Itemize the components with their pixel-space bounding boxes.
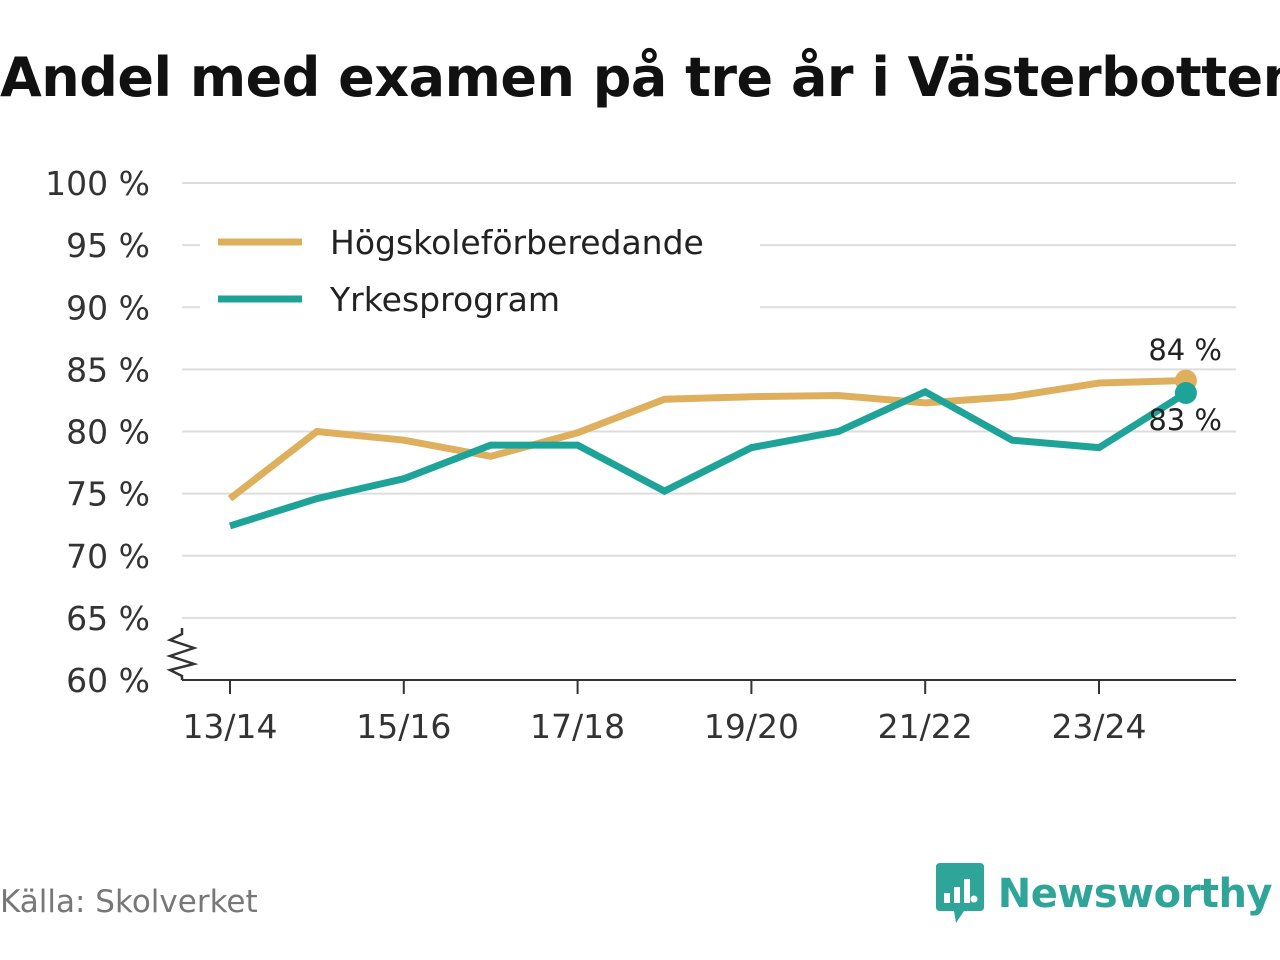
series-lines: [227, 369, 1197, 530]
y-tick-label-100: 100 %: [45, 164, 150, 203]
series-line-yrkesprogram: [228, 387, 1188, 530]
x-tick-label-13/14: 13/14: [182, 707, 277, 746]
x-axis-tick-labels: 13/14 15/16 17/18 19/20 21/22 23/24: [182, 707, 1146, 746]
y-tick-label-90: 90 %: [66, 288, 150, 327]
brand-name: Newsworthy: [997, 871, 1273, 917]
end-label-hogskoleforberedande: 84 %: [1148, 333, 1222, 367]
y-tick-label-65: 65 %: [66, 599, 150, 638]
x-tick-label-17/18: 17/18: [530, 707, 625, 746]
y-tick-label-75: 75 %: [66, 475, 150, 514]
y-tick-label-80: 80 %: [66, 413, 150, 452]
y-axis-tick-labels: 100 % 95 % 90 % 85 % 80 % 75 % 70 % 65 % 60 %: [45, 164, 150, 700]
x-tick-label-23/24: 23/24: [1051, 707, 1146, 746]
y-tick-label-70: 70 %: [66, 537, 150, 576]
legend: Högskoleförberedande Yrkesprogram: [200, 212, 760, 326]
chart-title: Andel med examen på tre år i Västerbotte…: [0, 46, 1280, 109]
end-labels: 84 % 83 %: [1148, 333, 1222, 437]
y-tick-label-60: 60 %: [66, 661, 150, 700]
legend-label-yrkesprogram: Yrkesprogram: [329, 280, 560, 319]
y-tick-label-85: 85 %: [66, 350, 150, 389]
x-tick-label-21/22: 21/22: [878, 707, 973, 746]
brand-logo: Newsworthy: [934, 862, 1273, 926]
y-tick-label-95: 95 %: [66, 226, 150, 265]
x-tick-label-15/16: 15/16: [356, 707, 451, 746]
newsworthy-logo-icon: [935, 863, 984, 923]
end-marker-yrkesprogram: [1174, 381, 1197, 404]
series-line-hogskoleforberedande: [227, 377, 1187, 502]
end-label-yrkesprogram: 83 %: [1148, 403, 1222, 437]
legend-background: [200, 212, 760, 326]
source-credit: Källa: Skolverket: [0, 884, 258, 920]
legend-label-hogskoleforberedande: Högskoleförberedande: [330, 223, 704, 262]
x-tick-label-19/20: 19/20: [704, 707, 799, 746]
y-axis-break: [166, 628, 199, 680]
axes: [166, 628, 1236, 694]
